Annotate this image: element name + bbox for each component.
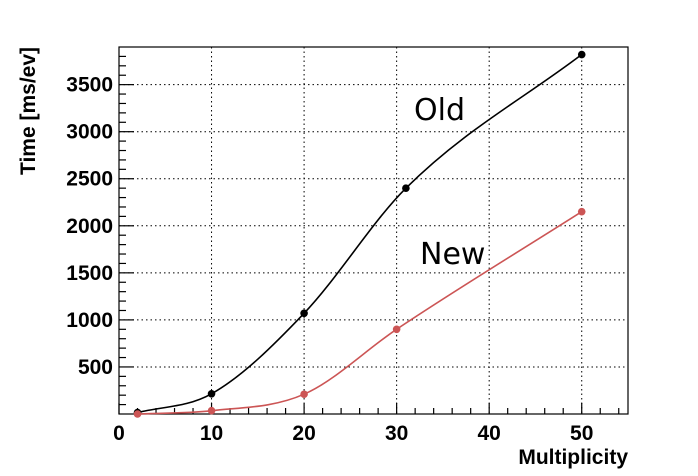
x-tick-label: 30 (385, 422, 408, 445)
x-axis-title: Multiplicity (518, 446, 628, 469)
series-line-old (137, 53, 583, 414)
data-point-old (402, 184, 410, 192)
y-tick-label: 1000 (66, 309, 113, 332)
axis-ticks (118, 55, 620, 414)
y-tick-label: 3500 (66, 74, 113, 97)
y-tick-labels: 500 1000 1500 2000 2500 3000 3500 (66, 74, 113, 379)
y-tick-label: 1500 (66, 262, 113, 285)
data-point-new (300, 390, 308, 399)
x-tick-label: 20 (292, 422, 315, 445)
grid (119, 47, 628, 414)
series-label-old: Old (414, 93, 465, 128)
series-label-new: New (420, 237, 485, 272)
y-tick-label: 500 (78, 356, 113, 379)
data-point-new (392, 325, 401, 334)
y-tick-label: 2500 (66, 168, 113, 191)
series-line-new (137, 211, 583, 415)
data-point-new (577, 207, 586, 216)
x-tick-label: 40 (478, 422, 501, 445)
x-tick-label: 0 (113, 422, 125, 445)
data-point-old (207, 389, 216, 398)
data-point-new (207, 406, 216, 415)
x-tick-label: 50 (570, 422, 593, 445)
x-tick-label: 10 (200, 422, 223, 445)
y-tick-label: 3000 (66, 121, 113, 144)
data-point-old (577, 50, 586, 59)
y-tick-label: 2000 (66, 215, 113, 238)
series-old (133, 50, 586, 417)
series-new (133, 207, 586, 418)
series (133, 50, 586, 418)
data-point-new (133, 410, 142, 418)
x-tick-labels: 0 10 20 30 40 50 (113, 422, 593, 445)
plot-frame (118, 46, 629, 415)
data-point-old (300, 309, 308, 318)
y-axis-title: Time [ms/ev] (17, 47, 40, 175)
